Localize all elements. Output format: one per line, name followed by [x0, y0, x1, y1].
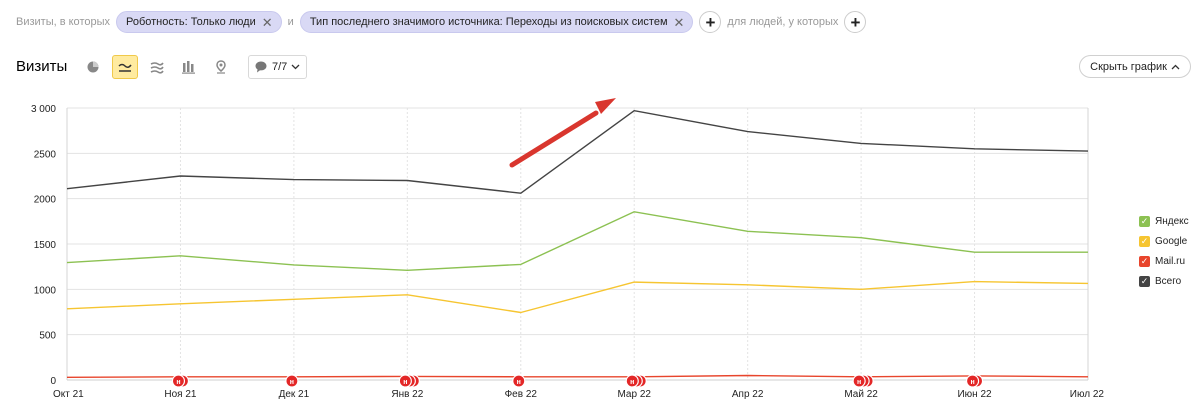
legend-label: Mail.ru [1155, 256, 1186, 267]
y-tick-label: 2500 [34, 149, 57, 160]
filter-chip-label: Роботность: Только люди [126, 16, 256, 28]
pie-chart-button[interactable] [80, 55, 106, 79]
y-tick-label: 1000 [34, 285, 57, 296]
filter-people-text: для людей, у которых [727, 16, 839, 28]
chart-type-toolbar: 7/7 [80, 55, 308, 79]
chart-title: Визиты [16, 58, 68, 75]
series-count-dropdown[interactable]: 7/7 [248, 55, 308, 79]
annotation-marker: н [398, 374, 412, 388]
series-line-Яндекс [66, 211, 1088, 271]
checkbox-checked-icon: ✓ [1139, 276, 1150, 287]
chevron-up-icon [1171, 64, 1180, 69]
x-tick-label: Фев 22 [505, 389, 538, 400]
legend-item-mailru[interactable]: ✓ Mail.ru [1139, 256, 1189, 267]
remove-filter-icon[interactable]: ✕ [673, 14, 685, 30]
plus-icon: + [850, 12, 861, 32]
stacked-area-icon [150, 62, 164, 74]
area-chart-button[interactable] [144, 55, 170, 79]
hide-chart-button[interactable]: Скрыть график [1079, 55, 1191, 78]
x-tick-label: Апр 22 [732, 389, 764, 400]
checkbox-checked-icon: ✓ [1139, 236, 1150, 247]
annotation-marker: н [171, 374, 186, 388]
annotation-label: н [403, 379, 407, 386]
series-line-Mail.ru [66, 374, 1089, 378]
chart-grid [66, 107, 1089, 381]
line-chart-button[interactable] [112, 55, 138, 79]
annotation-label: н [176, 379, 180, 386]
filter-lead-text: Визиты, в которых [16, 16, 110, 28]
map-chart-button[interactable] [208, 55, 234, 79]
y-tick-label: 500 [39, 331, 56, 342]
annotation-marker: н [512, 374, 526, 388]
chat-bubble-icon [255, 61, 267, 73]
annotation-dot [852, 374, 866, 388]
annotation-label: н [290, 379, 294, 386]
annotation-marker: н [285, 374, 299, 388]
arrow-head [595, 98, 616, 114]
y-tick-label: 1500 [34, 240, 57, 251]
legend-label: Всего [1155, 276, 1182, 287]
remove-filter-icon[interactable]: ✕ [261, 14, 273, 30]
series-line-Всего [66, 110, 1089, 194]
arrow-shaft [509, 110, 599, 168]
pie-chart-icon [87, 61, 99, 73]
series-line-Google [66, 280, 1089, 314]
x-axis-ticks: Окт 21 Ноя 21 Дек 21 Янв 22 Фев 22 Мар 22 Апр … [53, 389, 1104, 400]
annotation-marker: н [625, 374, 639, 388]
checkbox-checked-icon: ✓ [1139, 256, 1150, 267]
add-visit-condition-button[interactable]: + [699, 11, 722, 33]
filter-chip-label: Тип последнего значимого источника: Пере… [309, 16, 668, 28]
annotation-label: н [857, 379, 861, 386]
series-count-value: 7/7 [272, 61, 288, 73]
filter-chip-robotness[interactable]: Роботность: Только люди ✕ [116, 11, 282, 33]
annotation-dot [285, 374, 299, 388]
annotation-label: н [630, 379, 634, 386]
annotation-dot [512, 374, 526, 388]
annotation-dot [398, 374, 412, 388]
legend-item-yandex[interactable]: ✓ Яндекс [1139, 216, 1189, 227]
x-tick-label: Ноя 21 [164, 389, 197, 400]
annotation-dot [625, 374, 639, 388]
x-tick-label: Июн 22 [957, 389, 992, 400]
annotation-label: н [970, 379, 974, 386]
annotation-dot [171, 374, 186, 388]
x-tick-label: Дек 21 [279, 389, 310, 400]
y-tick-label: 3 000 [31, 104, 56, 115]
checkbox-checked-icon: ✓ [1139, 216, 1150, 227]
bar-chart-icon [182, 61, 195, 74]
legend-item-total[interactable]: ✓ Всего [1139, 276, 1189, 287]
bar-chart-button[interactable] [176, 55, 202, 79]
x-tick-label: Май 22 [844, 389, 878, 400]
plus-icon: + [705, 12, 716, 32]
y-tick-label: 0 [50, 376, 56, 387]
x-tick-label: Окт 21 [53, 389, 84, 400]
add-people-condition-button[interactable]: + [844, 11, 867, 33]
y-axis-ticks: 0 500 1000 1500 2000 2500 3 000 [31, 104, 56, 387]
x-tick-label: Мар 22 [617, 389, 651, 400]
line-chart-icon [118, 63, 132, 72]
segment-filter-row: Визиты, в которых Роботность: Только люд… [16, 10, 867, 34]
legend-label: Яндекс [1155, 216, 1189, 227]
annotation-marker: н [965, 374, 980, 388]
highlight-arrow [509, 98, 616, 168]
y-tick-label: 2000 [34, 195, 57, 206]
chevron-down-icon [291, 64, 300, 70]
legend-label: Google [1155, 236, 1188, 247]
map-pin-icon [216, 60, 226, 74]
legend-item-google[interactable]: ✓ Google [1139, 236, 1189, 247]
chart-legend: ✓ Яндекс ✓ Google ✓ Mail.ru ✓ Всего [1139, 216, 1189, 287]
annotation-marker: н [852, 374, 866, 388]
annotation-dot [965, 374, 980, 388]
filter-and-text: и [287, 16, 294, 28]
chart-series [66, 110, 1089, 378]
annotation-label: н [517, 379, 521, 386]
filter-chip-source[interactable]: Тип последнего значимого источника: Пере… [299, 11, 694, 33]
x-tick-label: Янв 22 [391, 389, 423, 400]
hide-chart-label: Скрыть график [1090, 60, 1167, 73]
x-tick-label: Июл 22 [1070, 389, 1105, 400]
